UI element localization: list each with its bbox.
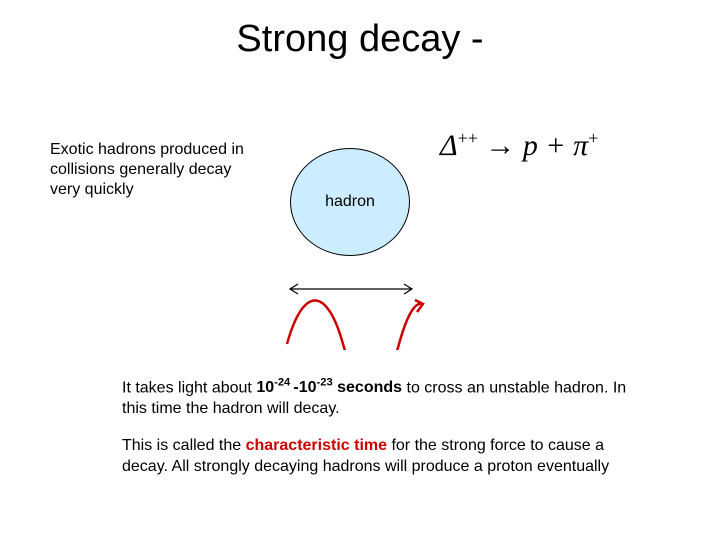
p1-exp1: -24 xyxy=(274,377,293,389)
light-wave xyxy=(283,294,428,350)
p1-range: 10-24 -10-23 seconds xyxy=(256,379,402,396)
intro-text: Exotic hadrons produced in collisions ge… xyxy=(50,140,250,200)
page-title: Strong decay - xyxy=(0,18,720,61)
p2-pre: This is called the xyxy=(122,437,246,454)
formula-pi: π xyxy=(573,129,588,162)
hadron-label: hadron xyxy=(325,193,375,211)
hadron-ellipse: hadron xyxy=(290,148,410,256)
formula-plus: + xyxy=(538,129,573,162)
paragraph-characteristic: This is called the characteristic time f… xyxy=(122,436,632,478)
p1-seconds: seconds xyxy=(333,379,402,396)
p1-base1: 10 xyxy=(256,379,274,396)
p1-exp2: -23 xyxy=(317,377,333,389)
formula-p: p xyxy=(523,129,538,162)
formula-delta-sup: ++ xyxy=(458,128,478,148)
formula-arrow: → xyxy=(478,129,523,162)
decay-formula: Δ++ → p + π+ xyxy=(440,128,598,163)
formula-delta: Δ xyxy=(440,129,458,162)
p1-pre: It takes light about xyxy=(122,379,256,396)
formula-pi-sup: + xyxy=(588,128,598,148)
paragraph-timescale: It takes light about 10-24 -10-23 second… xyxy=(122,376,632,420)
p1-base2: 10 xyxy=(299,379,317,396)
p2-key: characteristic time xyxy=(246,437,387,454)
